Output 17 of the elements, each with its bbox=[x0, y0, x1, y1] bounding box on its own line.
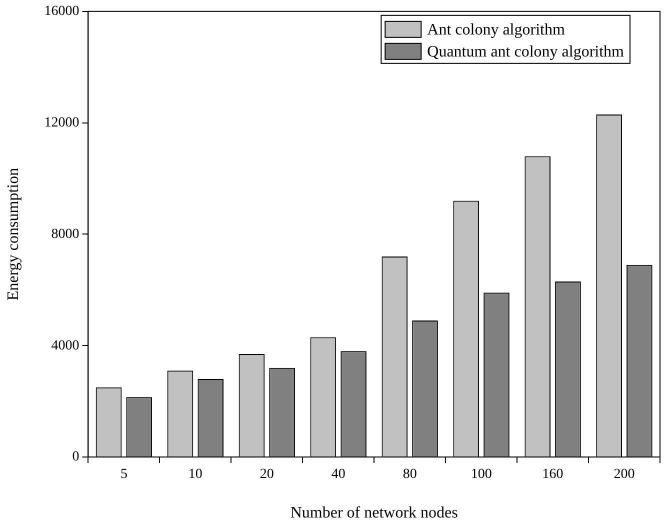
x-tick-label: 5 bbox=[120, 467, 128, 482]
y-tick-label: 16000 bbox=[44, 4, 80, 20]
x-tick-label: 40 bbox=[331, 467, 346, 482]
y-tick-label: 0 bbox=[72, 450, 80, 465]
y-tick-label: 8000 bbox=[51, 226, 80, 242]
legend-label: Quantum ant colony algorithm bbox=[427, 44, 625, 61]
x-tick-label: 10 bbox=[188, 467, 202, 482]
x-axis-title: Number of network nodes bbox=[290, 504, 458, 522]
x-tick-label: 80 bbox=[402, 467, 417, 482]
y-tick-label: 4000 bbox=[51, 338, 80, 354]
legend-label: Ant colony algorithm bbox=[427, 22, 566, 39]
x-tick-label: 160 bbox=[542, 467, 564, 482]
y-tick-label: 12000 bbox=[44, 115, 80, 130]
x-tick-label: 20 bbox=[260, 467, 274, 482]
x-tick-label: 200 bbox=[614, 467, 635, 482]
x-tick-label: 100 bbox=[470, 467, 492, 482]
y-axis-title: Energy consumption bbox=[4, 168, 22, 300]
